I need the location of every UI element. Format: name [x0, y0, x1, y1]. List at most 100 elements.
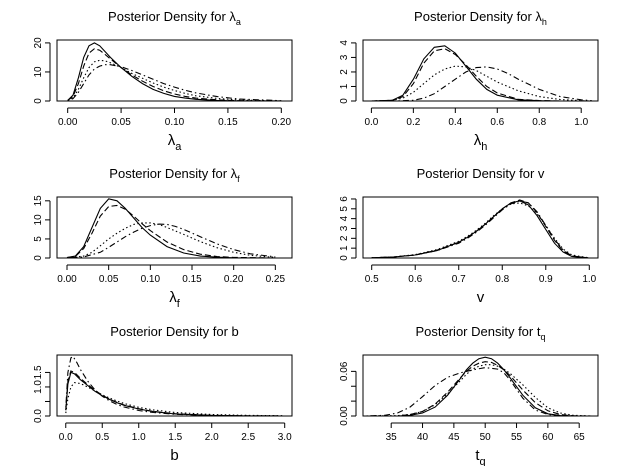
density-curve-dotted — [371, 202, 590, 258]
y-tick-label: 5 — [339, 206, 350, 212]
x-tick-label: 0.0 — [59, 432, 73, 443]
panel-3-xlabel-subscript: f — [177, 298, 181, 310]
x-tick-label: 0.9 — [539, 274, 553, 285]
plot-box — [56, 196, 293, 259]
y-tick-label: 1.5 — [33, 365, 44, 379]
x-tick-label: 0.05 — [111, 117, 131, 128]
panel-4-xlabel-symbol: v — [477, 289, 485, 306]
x-tick-label: 0.15 — [182, 274, 202, 285]
x-tick-label: 2.5 — [241, 432, 255, 443]
panel-3-title-text: Posterior Density for — [109, 166, 230, 181]
x-tick-label: 0.8 — [495, 274, 509, 285]
panel-4-title: Posterior Density for v — [417, 166, 545, 181]
y-tick-label: 6 — [339, 196, 350, 202]
panel-2-title-symbol: λ — [535, 9, 542, 24]
x-tick-label: 0.25 — [266, 274, 286, 285]
y-tick-label: 10 — [33, 214, 44, 226]
density-curve-dashed — [371, 199, 590, 258]
x-tick-label: 0.6 — [408, 274, 422, 285]
panel-6-xlabel-symbol: t — [475, 447, 480, 464]
x-tick-label: 50 — [480, 432, 492, 443]
panel-3-title-subscript: f — [237, 174, 240, 184]
x-tick-label: 60 — [542, 432, 554, 443]
x-tick-label: 0.5 — [95, 432, 109, 443]
panel-3-xlabel-symbol: λ — [169, 289, 177, 306]
density-curve-dot-dash — [65, 355, 285, 416]
y-tick-label: 0.0 — [33, 409, 44, 423]
plot-box — [362, 39, 599, 102]
x-tick-label: 0.4 — [448, 117, 462, 128]
x-tick-label: 0.8 — [532, 117, 546, 128]
density-curve-solid — [67, 42, 282, 101]
x-tick-label: 0.0 — [364, 117, 378, 128]
panel-3-title-symbol: λ — [231, 166, 238, 181]
y-tick-label: 0 — [33, 255, 44, 261]
y-tick-label: 5 — [33, 236, 44, 242]
density-curve-solid — [66, 198, 276, 258]
panel-1: Posterior Density for λa 0.00 0.05 0.10 0.15… — [33, 9, 293, 153]
panel-6-title-text: Posterior Density for — [415, 324, 536, 339]
plot-box — [362, 196, 599, 259]
x-tick-label: 0.00 — [57, 274, 77, 285]
density-curve-dot-dash — [366, 367, 592, 416]
panel-2-xlabel-symbol: λ — [474, 132, 482, 149]
x-tick-label: 0.20 — [224, 274, 244, 285]
y-tick-label: 0.00 — [339, 406, 350, 426]
panel-1-title: Posterior Density for λa — [108, 9, 241, 27]
x-tick-label: 0.20 — [272, 117, 292, 128]
x-tick-label: 35 — [386, 432, 398, 443]
panel-6-title-symbol: t — [537, 324, 541, 339]
panel-3-xlabel: λf — [169, 289, 181, 310]
panel-5-xlabel-symbol: b — [170, 447, 178, 464]
panel-1-xlabel: λa — [168, 132, 183, 153]
y-tick-label: 3 — [339, 54, 350, 60]
x-tick-label: 1.0 — [582, 274, 596, 285]
density-curve-dashed — [67, 48, 282, 101]
panel-2: Posterior Density for λh0.0 0.2 0.4 0.6 0.8 1… — [339, 9, 599, 153]
x-tick-label: 55 — [511, 432, 523, 443]
density-curve-dot-dash — [371, 200, 590, 258]
panel-6-xlabel: tq — [475, 447, 485, 466]
panel-1-title-text: Posterior Density for — [108, 9, 229, 24]
panel-5-xlabel: b — [170, 447, 178, 464]
density-curve-dot-dash — [66, 223, 276, 258]
y-tick-label: 2 — [339, 69, 350, 75]
density-curve-dotted — [366, 364, 592, 416]
density-curve-solid — [65, 371, 285, 416]
x-tick-label: 0.10 — [141, 274, 161, 285]
panel-1-xlabel-subscript: a — [175, 141, 182, 153]
density-curve-dashed — [371, 48, 592, 101]
panel-6-xlabel-subscript: q — [480, 456, 486, 466]
panel-6-title: Posterior Density for tq — [415, 324, 545, 342]
density-curve-dotted — [65, 382, 285, 416]
y-tick-label: 20 — [33, 37, 44, 49]
x-tick-label: 0.00 — [58, 117, 78, 128]
panel-1-title-subscript: a — [236, 17, 241, 27]
x-tick-label: 0.10 — [165, 117, 185, 128]
panel-2-xlabel: λh — [474, 132, 488, 153]
y-tick-label: 3 — [339, 225, 350, 231]
x-tick-label: 2.0 — [205, 432, 219, 443]
y-tick-label: 1 — [339, 245, 350, 251]
x-tick-label: 0.5 — [365, 274, 379, 285]
y-tick-label: 1.0 — [33, 380, 44, 394]
density-curve-dot-dash — [371, 66, 592, 101]
plot-box — [56, 39, 293, 102]
plot-box — [362, 354, 599, 417]
y-tick-label: 10 — [33, 66, 44, 78]
panel-3-title: Posterior Density for λf — [109, 166, 240, 184]
y-tick-label: 0 — [33, 98, 44, 104]
y-tick-label: 0.06 — [339, 361, 350, 381]
x-tick-label: 1.0 — [574, 117, 588, 128]
x-tick-label: 0.2 — [406, 117, 420, 128]
x-tick-label: 0.7 — [452, 274, 466, 285]
y-tick-label: 15 — [33, 195, 44, 207]
panel-2-title-subscript: h — [542, 17, 547, 27]
y-tick-label: 2 — [339, 235, 350, 241]
density-curve-dashed — [66, 204, 276, 258]
panel-3: Posterior Density for λf0.00 0.05 0.10 0.15… — [33, 166, 293, 310]
x-tick-label: 0.15 — [218, 117, 238, 128]
density-curve-dashed — [366, 361, 592, 416]
